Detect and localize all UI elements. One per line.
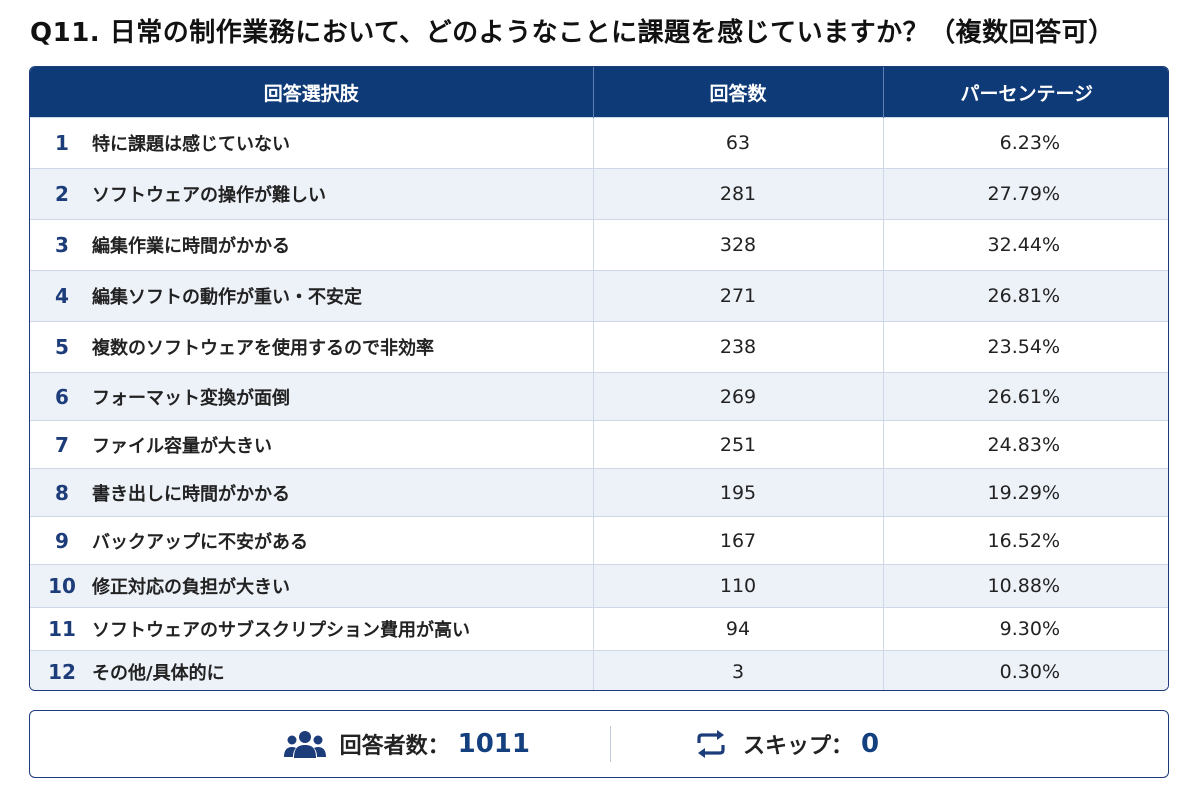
count-cell: 281 [593,168,884,220]
percent-cell: 23.54% [883,321,1168,373]
table-row: 8 書き出しに時間がかかる 195 19.29% [30,468,1168,517]
header-count: 回答数 [593,67,884,118]
skip-summary: スキップ： 0 [611,728,879,760]
choice-number: 7 [55,432,69,457]
count-cell: 271 [593,270,884,322]
percent-cell: 27.79% [883,168,1168,220]
count-cell: 3 [593,650,884,690]
table-row: 12 その他/具体的に 3 0.30% [30,650,1168,690]
choice-cell: 11 ソフトウェアのサブスクリプション費用が高い [30,607,594,651]
table-row: 4 編集ソフトの動作が重い・不安定 271 26.81% [30,270,1168,322]
count-cell: 195 [593,468,884,517]
table-row: 11 ソフトウェアのサブスクリプション費用が高い 94 9.30% [30,607,1168,651]
repeat-icon [693,729,729,759]
choice-label: ファイル容量が大きい [92,435,272,457]
percent-cell: 32.44% [883,219,1168,271]
users-icon [283,729,326,759]
count-cell: 269 [593,372,884,421]
table-row: 2 ソフトウェアの操作が難しい 281 27.79% [30,168,1168,220]
choice-label: バックアップに不安がある [92,531,308,553]
choice-label: 編集ソフトの動作が重い・不安定 [92,287,362,308]
choice-cell: 4 編集ソフトの動作が重い・不安定 [30,270,594,322]
percent-cell: 16.52% [883,516,1168,565]
respondents-summary: 回答者数： 1011 [30,728,610,760]
choice-label: 編集作業に時間がかかる [92,236,290,257]
choice-label: フォーマット変換が面倒 [92,387,290,409]
table-row: 1 特に課題は感じていない 63 6.23% [30,117,1168,169]
table-row: 6 フォーマット変換が面倒 269 26.61% [30,372,1168,421]
results-table: 回答選択肢 回答数 パーセンテージ 1 特に課題は感じていない 63 6.23% 2 ソフ… [29,66,1169,691]
table-row: 9 バックアップに不安がある 167 16.52% [30,516,1168,565]
table-header-row: 回答選択肢 回答数 パーセンテージ [30,67,1168,118]
choice-cell: 2 ソフトウェアの操作が難しい [30,168,594,220]
skip-label: スキップ： [743,734,854,759]
choice-cell: 12 その他/具体的に [30,650,594,690]
choice-number: 5 [55,335,69,359]
percent-cell: 9.30% [883,607,1168,651]
choice-cell: 1 特に課題は感じていない [30,117,594,169]
count-cell: 328 [593,219,884,271]
table-row: 10 修正対応の負担が大きい 110 10.88% [30,564,1168,608]
choice-number: 11 [48,617,76,641]
header-choice: 回答選択肢 [30,67,594,118]
count-cell: 238 [593,321,884,373]
choice-number: 12 [48,660,76,684]
summary-footer: 回答者数： 1011 スキップ： 0 [29,710,1169,778]
choice-number: 3 [55,233,69,257]
footer-divider [610,726,611,762]
header-percent: パーセンテージ [883,67,1168,118]
choice-number: 8 [55,480,69,505]
choice-label: その他/具体的に [92,663,225,684]
percent-cell: 10.88% [883,564,1168,608]
choice-cell: 10 修正対応の負担が大きい [30,564,594,608]
choice-cell: 5 複数のソフトウェアを使用するので非効率 [30,321,594,373]
respondents-label: 回答者数： [339,734,450,759]
percent-cell: 26.61% [883,372,1168,421]
choice-label: 特に課題は感じていない [92,134,290,155]
choice-label: 修正対応の負担が大きい [92,577,290,598]
choice-label: 書き出しに時間がかかる [92,483,290,505]
table-row: 3 編集作業に時間がかかる 328 32.44% [30,219,1168,271]
choice-label: ソフトウェアのサブスクリプション費用が高い [92,620,470,641]
respondents-value: 1011 [457,729,530,759]
percent-cell: 6.23% [883,117,1168,169]
choice-number: 1 [55,131,69,155]
choice-cell: 9 バックアップに不安がある [30,516,594,565]
choice-number: 4 [55,284,69,308]
choice-label: ソフトウェアの操作が難しい [92,185,326,206]
count-cell: 110 [593,564,884,608]
count-cell: 63 [593,117,884,169]
choice-number: 6 [55,384,69,409]
percent-cell: 0.30% [883,650,1168,690]
choice-cell: 8 書き出しに時間がかかる [30,468,594,517]
choice-number: 2 [55,182,69,206]
percent-cell: 24.83% [883,420,1168,469]
table-row: 7 ファイル容量が大きい 251 24.83% [30,420,1168,469]
results-grid: 回答選択肢 回答数 パーセンテージ 1 特に課題は感じていない 63 6.23% 2 ソフ… [30,67,1168,690]
percent-cell: 19.29% [883,468,1168,517]
choice-number: 10 [48,574,76,598]
choice-number: 9 [55,528,69,553]
choice-cell: 6 フォーマット変換が面倒 [30,372,594,421]
skip-value: 0 [861,729,880,759]
table-row: 5 複数のソフトウェアを使用するので非効率 238 23.54% [30,321,1168,373]
choice-label: 複数のソフトウェアを使用するので非効率 [92,338,434,359]
count-cell: 251 [593,420,884,469]
percent-cell: 26.81% [883,270,1168,322]
page-title: Q11. 日常の制作業務において、どのようなことに課題を感じていますか？（複数回… [30,18,1115,48]
count-cell: 167 [593,516,884,565]
choice-cell: 3 編集作業に時間がかかる [30,219,594,271]
choice-cell: 7 ファイル容量が大きい [30,420,594,469]
count-cell: 94 [593,607,884,651]
